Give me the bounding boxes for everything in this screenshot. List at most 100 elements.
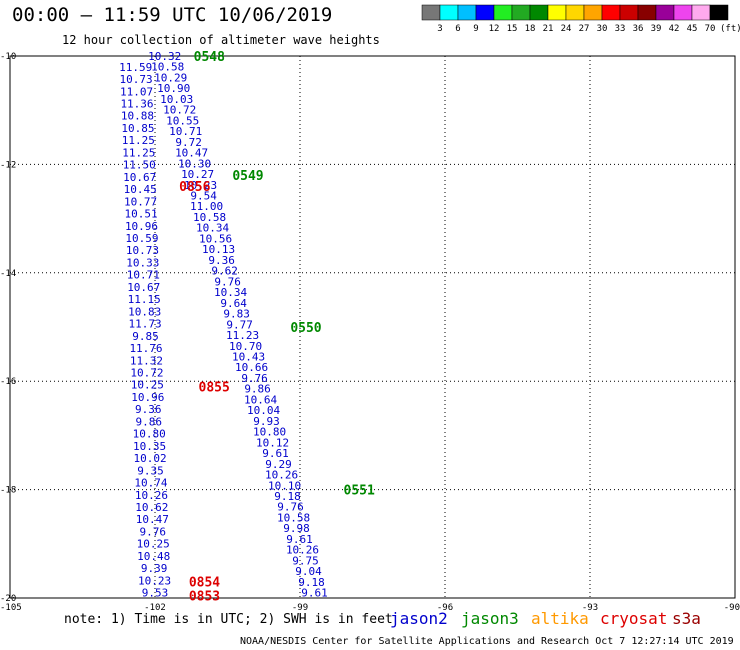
wave-height-value: 9.36 — [135, 403, 162, 416]
wave-height-value: 10.33 — [126, 256, 159, 269]
wave-height-value: 11.50 — [123, 159, 156, 172]
wave-height-value: 10.90 — [157, 82, 190, 95]
wave-height-value: 9.18 — [274, 490, 301, 503]
wave-height-value: 10.67 — [123, 171, 156, 184]
colorbar-swatch — [529, 4, 549, 21]
wave-height-value: 10.58 — [193, 211, 226, 224]
wave-height-value: 10.48 — [137, 550, 170, 563]
colorbar-label: 18 — [525, 24, 536, 34]
wave-height-value: 9.36 — [208, 254, 235, 267]
wave-height-value: 9.53 — [142, 587, 169, 600]
wave-height-value: 10.45 — [124, 183, 157, 196]
pass-time-label: 0855 — [199, 381, 230, 396]
colorbar-swatch — [547, 4, 567, 21]
pass-time-label: 0549 — [232, 169, 263, 184]
wave-height-value: 11.25 — [122, 134, 155, 147]
chart-subtitle: 12 hour collection of altimeter wave hei… — [62, 33, 380, 47]
wave-height-value: 10.72 — [130, 367, 163, 380]
wave-height-value: 9.62 — [211, 265, 238, 278]
pass-time-label: 0856 — [179, 180, 210, 195]
wave-height-value: 10.03 — [160, 93, 193, 106]
y-tick-label: -20 — [0, 594, 16, 604]
colorbar-label: 3 — [437, 24, 442, 34]
legend-s3a: s3a — [672, 609, 701, 628]
wave-height-value: 10.71 — [127, 269, 160, 282]
colorbar-label: 9 — [473, 24, 478, 34]
footer-credit: NOAA/NESDIS Center for Satellite Applica… — [240, 636, 734, 647]
wave-height-value: 9.72 — [175, 136, 202, 149]
wave-height-value: 10.12 — [256, 436, 289, 449]
colorbar-label: 39 — [651, 24, 662, 34]
wave-height-value: 10.64 — [244, 393, 277, 406]
colorbar-swatch — [709, 4, 729, 21]
colorbar-label: 45 — [687, 24, 698, 34]
wave-height-value: 9.54 — [190, 190, 217, 203]
wave-height-value: 10.62 — [135, 501, 168, 514]
wave-height-value: 9.76 — [214, 275, 241, 288]
pass-time-label: 0853 — [189, 589, 220, 604]
wave-height-value: 10.96 — [131, 391, 164, 404]
wave-height-value: 11.76 — [129, 342, 162, 355]
wave-height-value: 11.23 — [226, 329, 259, 342]
wave-height-value: 9.64 — [220, 297, 247, 310]
wave-height-value: 11.32 — [130, 354, 163, 367]
wave-height-value: 9.29 — [265, 458, 292, 471]
pass-time-label: 0548 — [194, 50, 225, 65]
colorbar-label: 36 — [633, 24, 644, 34]
wave-height-value: 10.26 — [286, 544, 319, 557]
wave-height-value: 10.23 — [138, 574, 171, 587]
wave-height-value: 10.51 — [124, 208, 157, 221]
wave-height-value: 10.58 — [277, 511, 310, 524]
pass-time-label: 0854 — [189, 576, 220, 591]
wave-height-value: 9.93 — [253, 415, 280, 428]
wave-height-value: 10.83 — [128, 305, 161, 318]
pass-time-label: 0550 — [290, 321, 321, 336]
axis-ticks: -105 -102 -99 -96 -93 -90 -10 -12 -14 -16 -18 -20 — [0, 52, 740, 613]
wave-height-value: 10.26 — [135, 489, 168, 502]
wave-height-value: 10.58 — [151, 61, 184, 74]
wave-height-value: 9.61 — [262, 447, 289, 460]
y-tick-label: -16 — [0, 377, 16, 387]
wave-height-value: 10.25 — [137, 538, 170, 551]
wave-height-value: 11.59 — [119, 61, 152, 74]
colorbar-swatch — [619, 4, 639, 21]
legend-jason3: jason3 — [461, 609, 519, 628]
x-tick-label: -102 — [144, 603, 166, 613]
wave-height-value: 10.55 — [166, 114, 199, 127]
colorbar-label: 42 — [669, 24, 680, 34]
wave-height-value: 10.96 — [125, 220, 158, 233]
colorbar-swatch — [691, 4, 711, 21]
wave-height-value: 10.29 — [154, 71, 187, 84]
wave-height-value: 11.15 — [128, 293, 161, 306]
colorbar-label: 30 — [597, 24, 608, 34]
wave-height-value: 11.07 — [120, 85, 153, 98]
colorbar-swatch — [637, 4, 657, 21]
wave-height-value: 9.75 — [292, 554, 319, 567]
wave-height-value: 10.74 — [134, 477, 167, 490]
wave-height-value: 10.73 — [126, 244, 159, 257]
wave-height-value: 10.25 — [131, 379, 164, 392]
wave-height-value: 9.76 — [241, 372, 268, 385]
colorbar-swatch — [475, 4, 495, 21]
wave-height-value: 9.85 — [132, 330, 159, 343]
wave-height-value: 11.36 — [120, 98, 153, 111]
wave-height-value: 9.86 — [135, 415, 162, 428]
wave-height-value: 9.83 — [223, 308, 250, 321]
legend-cryosat: cryosat — [600, 609, 668, 628]
wave-height-value: 9.77 — [226, 318, 253, 331]
wave-height-value: 10.56 — [199, 232, 232, 245]
wave-height-value: 9.86 — [244, 383, 271, 396]
colorbar-swatch — [511, 4, 531, 21]
wave-height-value: 10.43 — [232, 350, 265, 363]
wave-height-value: 10.47 — [175, 147, 208, 160]
wave-height-value: 10.13 — [202, 243, 235, 256]
x-tick-label: -99 — [292, 603, 308, 613]
wave-height-value: 9.61 — [286, 533, 313, 546]
x-tick-label: -90 — [724, 603, 740, 613]
wave-height-value: 9.39 — [141, 562, 168, 575]
y-tick-label: -14 — [0, 269, 16, 279]
y-tick-label: -18 — [0, 486, 16, 496]
y-tick-label: -12 — [0, 160, 16, 170]
